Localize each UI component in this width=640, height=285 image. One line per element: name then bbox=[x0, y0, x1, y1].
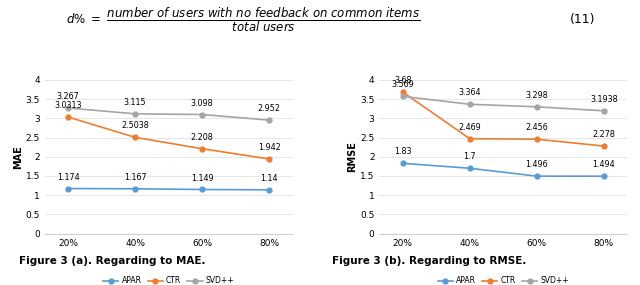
APAR bbox=[65, 187, 72, 190]
APAR bbox=[466, 166, 474, 170]
Text: 1.7: 1.7 bbox=[463, 152, 476, 161]
Line: SVD++: SVD++ bbox=[401, 94, 606, 113]
Line: APAR: APAR bbox=[66, 186, 271, 192]
Text: 1.14: 1.14 bbox=[260, 174, 278, 183]
SVD++ bbox=[198, 113, 206, 116]
Text: 2.208: 2.208 bbox=[191, 133, 214, 142]
Text: 2.952: 2.952 bbox=[258, 104, 281, 113]
Text: 3.569: 3.569 bbox=[392, 80, 414, 89]
SVD++ bbox=[466, 103, 474, 106]
APAR bbox=[266, 188, 273, 192]
CTR bbox=[131, 136, 139, 139]
Text: 3.267: 3.267 bbox=[57, 92, 79, 101]
Text: 1.149: 1.149 bbox=[191, 174, 214, 183]
Text: 3.0313: 3.0313 bbox=[54, 101, 82, 110]
Text: 1.167: 1.167 bbox=[124, 173, 147, 182]
Text: 1.174: 1.174 bbox=[57, 173, 79, 182]
SVD++ bbox=[131, 112, 139, 115]
SVD++ bbox=[266, 118, 273, 122]
APAR bbox=[399, 162, 406, 165]
Text: 1.496: 1.496 bbox=[525, 160, 548, 169]
Text: 3.364: 3.364 bbox=[458, 88, 481, 97]
CTR bbox=[399, 90, 406, 94]
CTR bbox=[533, 137, 541, 141]
Y-axis label: MAE: MAE bbox=[13, 145, 23, 169]
Text: (11): (11) bbox=[570, 13, 595, 27]
CTR bbox=[266, 157, 273, 161]
Line: CTR: CTR bbox=[66, 115, 271, 161]
CTR bbox=[600, 144, 607, 148]
CTR bbox=[198, 147, 206, 150]
APAR bbox=[198, 188, 206, 191]
APAR bbox=[533, 174, 541, 178]
Text: 2.456: 2.456 bbox=[525, 123, 548, 132]
SVD++ bbox=[600, 109, 607, 113]
Text: 1.942: 1.942 bbox=[258, 143, 280, 152]
Text: 2.469: 2.469 bbox=[458, 123, 481, 132]
Text: $d\%\ =\ \dfrac{\mathit{number\ of\ users\ with\ no\ feedback\ on\ common\ items: $d\%\ =\ \dfrac{\mathit{number\ of\ user… bbox=[66, 6, 420, 34]
Line: APAR: APAR bbox=[401, 161, 606, 179]
Line: SVD++: SVD++ bbox=[66, 105, 271, 123]
Text: 2.5038: 2.5038 bbox=[122, 121, 149, 131]
Text: 3.1938: 3.1938 bbox=[590, 95, 618, 104]
SVD++ bbox=[533, 105, 541, 109]
SVD++ bbox=[399, 95, 406, 98]
Text: 1.83: 1.83 bbox=[394, 147, 412, 156]
CTR bbox=[65, 115, 72, 119]
Text: 1.494: 1.494 bbox=[593, 160, 615, 169]
Legend: APAR, CTR, SVD++: APAR, CTR, SVD++ bbox=[100, 273, 237, 285]
Legend: APAR, CTR, SVD++: APAR, CTR, SVD++ bbox=[435, 273, 572, 285]
Text: 2.278: 2.278 bbox=[592, 130, 615, 139]
Text: Figure 3 (a). Regarding to MAE.: Figure 3 (a). Regarding to MAE. bbox=[19, 256, 205, 266]
Y-axis label: RMSE: RMSE bbox=[348, 141, 357, 172]
Line: CTR: CTR bbox=[401, 90, 606, 148]
APAR bbox=[600, 174, 607, 178]
Text: 3.098: 3.098 bbox=[191, 99, 214, 107]
Text: Figure 3 (b). Regarding to RMSE.: Figure 3 (b). Regarding to RMSE. bbox=[332, 256, 526, 266]
SVD++ bbox=[65, 106, 72, 110]
APAR bbox=[131, 187, 139, 190]
Text: 3.68: 3.68 bbox=[394, 76, 412, 85]
CTR bbox=[466, 137, 474, 141]
Text: 3.298: 3.298 bbox=[525, 91, 548, 100]
Text: 3.115: 3.115 bbox=[124, 98, 147, 107]
